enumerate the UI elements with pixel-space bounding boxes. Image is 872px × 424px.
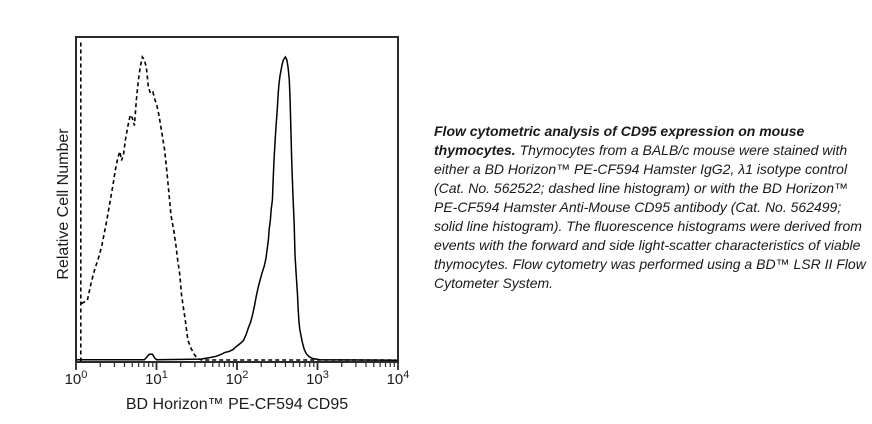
caption-bold-lead: Flow cytometric analysis of CD95 express… [434,123,805,158]
isotype-dashed-histogram [80,40,396,362]
x-axis-ticks [75,362,399,370]
histogram-plot: Relative Cell Number 100 101 102 103 104 BD … [0,0,430,424]
x-tick-label: 104 [386,369,410,389]
figure-caption: Flow cytometric analysis of CD95 express… [434,122,870,293]
histogram-plot-svg [75,36,399,370]
x-tick-label: 102 [225,369,249,389]
x-tick-label: 100 [64,369,88,389]
x-tick-label: 103 [306,369,329,389]
caption-body: Thymocytes from a BALB/c mouse were stai… [434,142,866,291]
x-axis-label: BD Horizon™ PE-CF594 CD95 [125,396,349,413]
plot-frame [75,36,399,363]
y-axis-label: Relative Cell Number [55,128,72,280]
cd95-solid-histogram [76,55,398,362]
x-tick-label: 101 [145,369,168,389]
